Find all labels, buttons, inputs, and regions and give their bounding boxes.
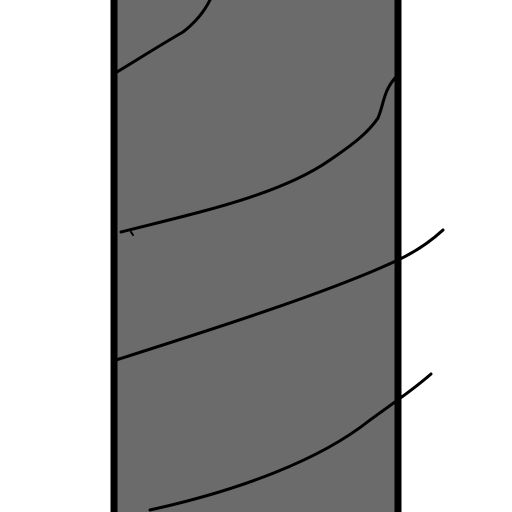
curve-stroke-1 bbox=[115, 0, 212, 74]
curve-stroke-2-dot bbox=[130, 231, 134, 236]
column-fill bbox=[114, 0, 398, 512]
curve-stroke-4 bbox=[148, 372, 433, 512]
curve-stroke-2 bbox=[119, 76, 397, 234]
curve-stroke-3 bbox=[114, 228, 445, 362]
